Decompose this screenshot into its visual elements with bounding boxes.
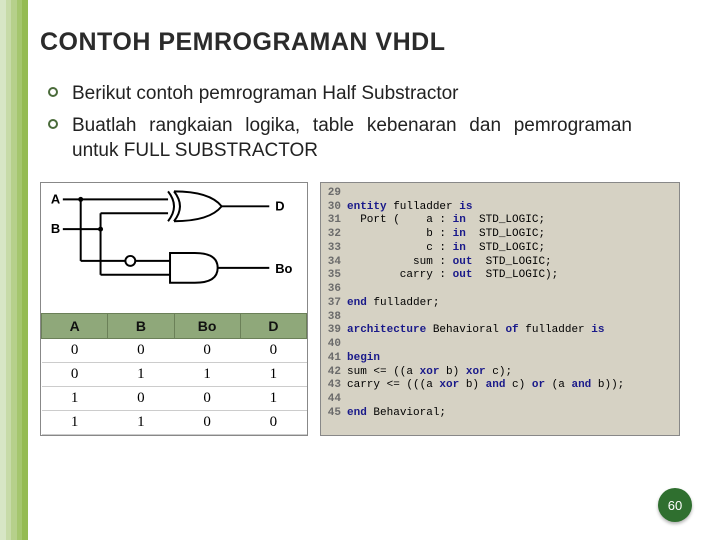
code-lineno: 43	[321, 379, 347, 393]
code-text: carry <= (((a xor b) and c) or (a and b)…	[347, 379, 677, 393]
code-line: 36	[321, 283, 677, 297]
code-line: 39architecture Behavioral of fulladder i…	[321, 324, 677, 338]
code-line: 44	[321, 393, 677, 407]
label-a: A	[51, 191, 60, 206]
bullet-text: Buatlah rangkaian logika, table kebenara…	[72, 113, 632, 164]
truth-cell: 0	[108, 338, 174, 362]
code-lineno: 32	[321, 228, 347, 242]
bullet-text: Berikut contoh pemrograman Half Substrac…	[72, 81, 459, 107]
bullet-item: Buatlah rangkaian logika, table kebenara…	[48, 113, 700, 164]
label-d: D	[275, 198, 284, 213]
truth-cell: 0	[174, 410, 240, 434]
code-text: sum <= ((a xor b) xor c);	[347, 366, 677, 380]
code-text: entity fulladder is	[347, 201, 677, 215]
code-text: begin	[347, 352, 677, 366]
truth-row: 0000	[42, 338, 307, 362]
code-text	[347, 311, 677, 325]
left-accent-stripes	[0, 0, 28, 540]
truth-header: Bo	[174, 313, 240, 338]
truth-cell: 0	[240, 410, 306, 434]
circuit-diagram: A B D	[41, 183, 307, 313]
stripe-5	[22, 0, 28, 540]
vhdl-code-block: 2930entity fulladder is31 Port ( a : in …	[320, 182, 680, 436]
code-line: 43carry <= (((a xor b) and c) or (a and …	[321, 379, 677, 393]
code-text: sum : out STD_LOGIC;	[347, 256, 677, 270]
code-lineno: 31	[321, 214, 347, 228]
code-text: carry : out STD_LOGIC);	[347, 269, 677, 283]
truth-cell: 0	[42, 338, 108, 362]
label-b: B	[51, 221, 60, 236]
truth-header: A	[42, 313, 108, 338]
code-line: 29	[321, 187, 677, 201]
code-line: 32 b : in STD_LOGIC;	[321, 228, 677, 242]
code-lineno: 40	[321, 338, 347, 352]
truth-cell: 1	[42, 386, 108, 410]
truth-cell: 1	[240, 386, 306, 410]
code-line: 35 carry : out STD_LOGIC);	[321, 269, 677, 283]
label-bo: Bo	[275, 261, 292, 276]
bullet-icon	[48, 119, 58, 129]
bullet-icon	[48, 87, 58, 97]
code-line: 40	[321, 338, 677, 352]
truth-row: 1100	[42, 410, 307, 434]
and-gate-icon	[170, 253, 218, 283]
code-text	[347, 338, 677, 352]
truth-cell: 0	[174, 338, 240, 362]
code-line: 38	[321, 311, 677, 325]
truth-cell: 1	[108, 362, 174, 386]
code-text: end Behavioral;	[347, 407, 677, 421]
xor-gate-icon	[168, 191, 222, 221]
code-lineno: 36	[321, 283, 347, 297]
code-lineno: 35	[321, 269, 347, 283]
truth-cell: 1	[108, 410, 174, 434]
truth-cell: 0	[174, 386, 240, 410]
code-text: architecture Behavioral of fulladder is	[347, 324, 677, 338]
code-lineno: 30	[321, 201, 347, 215]
truth-cell: 1	[174, 362, 240, 386]
code-line: 30entity fulladder is	[321, 201, 677, 215]
code-lineno: 34	[321, 256, 347, 270]
code-lineno: 37	[321, 297, 347, 311]
truth-row: 0111	[42, 362, 307, 386]
code-line: 37end fulladder;	[321, 297, 677, 311]
code-text	[347, 283, 677, 297]
truth-row: 1001	[42, 386, 307, 410]
circuit-and-table: A B D	[40, 182, 308, 436]
code-text	[347, 393, 677, 407]
code-text	[347, 187, 677, 201]
truth-cell: 0	[42, 362, 108, 386]
slide-title: CONTOH PEMROGRAMAN VHDL	[40, 28, 700, 57]
truth-header: B	[108, 313, 174, 338]
content-row: A B D	[40, 182, 700, 436]
truth-table: A B Bo D 0000011110011100	[41, 313, 307, 435]
page-number-badge: 60	[658, 488, 692, 522]
code-lineno: 29	[321, 187, 347, 201]
code-lineno: 44	[321, 393, 347, 407]
code-line: 42sum <= ((a xor b) xor c);	[321, 366, 677, 380]
code-text: end fulladder;	[347, 297, 677, 311]
truth-header: D	[240, 313, 306, 338]
truth-header-row: A B Bo D	[42, 313, 307, 338]
truth-cell: 0	[108, 386, 174, 410]
code-line: 41begin	[321, 352, 677, 366]
code-line: 34 sum : out STD_LOGIC;	[321, 256, 677, 270]
code-lineno: 45	[321, 407, 347, 421]
code-lineno: 42	[321, 366, 347, 380]
truth-cell: 1	[240, 362, 306, 386]
code-text: b : in STD_LOGIC;	[347, 228, 677, 242]
code-lineno: 41	[321, 352, 347, 366]
truth-cell: 1	[42, 410, 108, 434]
code-lineno: 39	[321, 324, 347, 338]
code-line: 45end Behavioral;	[321, 407, 677, 421]
code-lineno: 33	[321, 242, 347, 256]
bullet-list: Berikut contoh pemrograman Half Substrac…	[48, 81, 700, 164]
code-text: c : in STD_LOGIC;	[347, 242, 677, 256]
slide-content: CONTOH PEMROGRAMAN VHDL Berikut contoh p…	[40, 28, 700, 520]
code-line: 33 c : in STD_LOGIC;	[321, 242, 677, 256]
bullet-item: Berikut contoh pemrograman Half Substrac…	[48, 81, 700, 107]
truth-cell: 0	[240, 338, 306, 362]
code-lineno: 38	[321, 311, 347, 325]
code-text: Port ( a : in STD_LOGIC;	[347, 214, 677, 228]
code-line: 31 Port ( a : in STD_LOGIC;	[321, 214, 677, 228]
